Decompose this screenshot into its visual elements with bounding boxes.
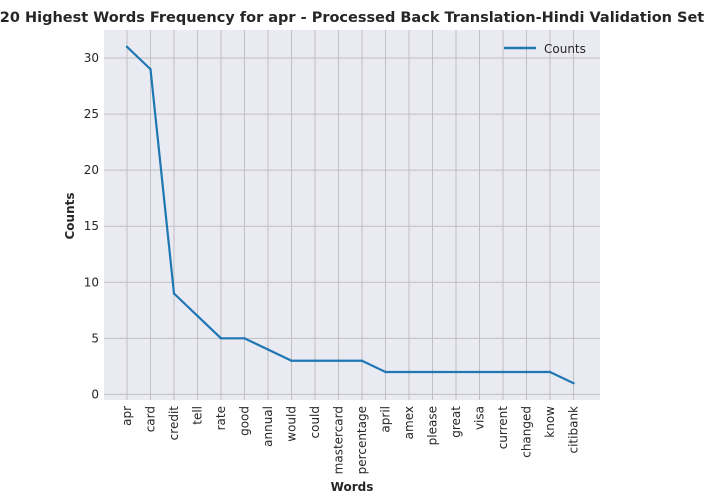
x-tick-label: card xyxy=(144,406,158,432)
y-axis-ticks: 0 5 10 15 20 25 30 xyxy=(84,51,99,401)
x-tick-label: great xyxy=(449,406,463,438)
y-axis-label: Counts xyxy=(63,192,77,239)
data-point xyxy=(125,45,129,49)
x-axis-ticks: apr card credit tell rate good annual would coul… xyxy=(120,406,581,475)
data-point xyxy=(431,370,434,374)
x-axis-label: Words xyxy=(331,480,374,494)
data-point xyxy=(290,359,293,362)
x-tick-label: rate xyxy=(214,406,228,430)
x-tick-label: amex xyxy=(402,406,416,439)
x-tick-label: citibank xyxy=(567,406,581,454)
data-point xyxy=(266,348,270,351)
data-point xyxy=(243,337,246,340)
chart-title: 20 Highest Words Frequency for apr - Pro… xyxy=(0,10,704,26)
grid-lines xyxy=(104,30,600,400)
y-tick-label: 0 xyxy=(91,387,99,401)
x-tick-label: changed xyxy=(520,406,534,458)
data-point xyxy=(219,337,223,340)
x-tick-label: april xyxy=(379,406,393,433)
x-tick-label: annual xyxy=(261,406,275,447)
x-tick-label: credit xyxy=(167,406,181,441)
data-point xyxy=(313,359,317,362)
x-tick-label: could xyxy=(308,406,322,439)
data-point xyxy=(501,370,505,374)
x-tick-label: know xyxy=(543,406,557,438)
x-tick-label: tell xyxy=(191,406,205,425)
x-tick-label: percentage xyxy=(355,406,369,474)
legend-label-counts: Counts xyxy=(544,42,586,56)
y-tick-label: 20 xyxy=(84,163,99,177)
data-point xyxy=(149,68,152,71)
y-tick-label: 30 xyxy=(84,51,99,65)
data-point xyxy=(525,370,528,374)
x-tick-label: apr xyxy=(120,406,134,426)
data-point xyxy=(548,370,552,374)
data-point xyxy=(478,370,481,374)
series-line-counts xyxy=(126,46,574,385)
x-tick-label: mastercard xyxy=(332,406,346,474)
data-point xyxy=(360,359,364,362)
x-tick-label: would xyxy=(285,406,299,442)
data-point xyxy=(196,314,199,318)
data-point xyxy=(407,370,411,374)
legend: Counts xyxy=(504,42,586,56)
data-points xyxy=(125,45,575,385)
y-tick-label: 10 xyxy=(84,275,99,289)
x-tick-label: current xyxy=(496,406,510,450)
y-tick-label: 5 xyxy=(91,331,99,345)
y-tick-label: 15 xyxy=(84,219,99,233)
x-tick-label: please xyxy=(426,406,440,445)
x-tick-label: visa xyxy=(473,406,487,430)
x-tick-label: good xyxy=(238,406,252,436)
data-point xyxy=(337,359,340,362)
plot-area xyxy=(104,30,600,400)
y-tick-label: 25 xyxy=(84,107,99,121)
data-point xyxy=(172,292,176,295)
data-point xyxy=(454,370,458,374)
data-point xyxy=(384,370,387,374)
data-point xyxy=(572,381,575,385)
